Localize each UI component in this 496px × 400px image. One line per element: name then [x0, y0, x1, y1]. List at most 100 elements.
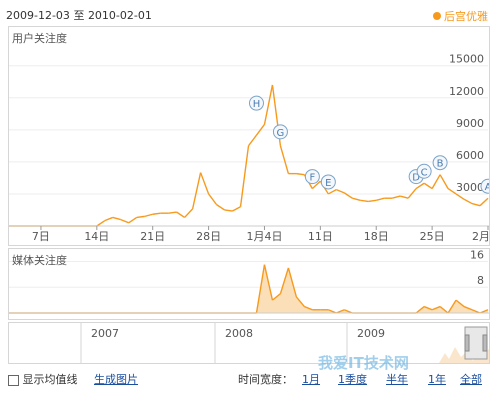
date-from: 2009-12-03	[6, 9, 70, 22]
range-1-month[interactable]: 1月	[302, 373, 320, 386]
timeline-navigator-track[interactable]: 2007 2008 2009	[9, 323, 489, 363]
x-tick-label: 21日	[140, 230, 165, 243]
annotation-marker	[304, 169, 320, 185]
time-width-label: 时间宽度：	[238, 373, 293, 386]
x-tick-label: 7日	[32, 230, 50, 243]
series-line-segment	[376, 197, 385, 202]
series-line-segment	[144, 213, 153, 218]
series-area	[9, 264, 488, 313]
avg-line-label: 显示均值线	[22, 373, 78, 386]
annotation-label: D	[412, 173, 420, 184]
series-line-segment	[392, 195, 401, 199]
series-line-segment	[415, 306, 425, 314]
avg-line-checkbox[interactable]	[8, 374, 19, 386]
x-tick-label: 25日	[420, 230, 445, 243]
y-tick-label: 3000	[456, 181, 484, 194]
y-tick-label: 6000	[456, 149, 484, 162]
series-line-segment	[128, 216, 138, 224]
series-line-segment	[176, 211, 186, 219]
series-line-segment	[296, 172, 305, 176]
annotation-label: E	[325, 178, 331, 189]
series-line-segment	[279, 267, 290, 294]
range-1-year[interactable]: 1年	[428, 373, 446, 386]
series-line-segment	[152, 212, 161, 215]
series-line-segment	[479, 309, 489, 314]
series-line-segment	[439, 306, 449, 314]
series-line-segment	[295, 296, 305, 308]
series-line-segment	[263, 264, 274, 301]
y-tick-label: 12000	[449, 85, 484, 98]
series-line-segment	[407, 188, 417, 199]
date-range: 2009-12-03 至 2010-02-01	[6, 9, 152, 22]
series-line-segment	[455, 193, 465, 200]
legend-dot-icon	[433, 12, 441, 20]
series-line-segment	[184, 208, 194, 218]
timeline-navigator[interactable]: 2007 2008 2009	[8, 322, 490, 364]
series-line-segment	[463, 198, 473, 205]
generate-image-link[interactable]: 生成图片	[94, 373, 138, 386]
series-line-segment	[336, 189, 345, 194]
series-line-segment	[247, 134, 258, 147]
avg-line-toggle[interactable]: 显示均值线	[8, 373, 78, 386]
series-line-segment	[360, 199, 369, 203]
series-line-segment	[471, 202, 481, 207]
user-attention-title: 用户关注度	[12, 32, 67, 45]
series-line-segment	[208, 193, 218, 206]
annotation-marker	[248, 95, 264, 111]
series-line-segment	[463, 305, 473, 311]
media-attention-title: 媒体关注度	[12, 254, 67, 267]
series-line-segment	[311, 180, 321, 190]
series-line-segment	[431, 174, 441, 189]
series-line-segment	[104, 216, 114, 222]
series-line-segment	[304, 305, 313, 311]
x-tick-label: 1月4日	[246, 230, 282, 243]
x-tick-label: 18日	[364, 230, 389, 243]
annotation-label: A	[485, 182, 489, 193]
nav-right-handle[interactable]	[482, 334, 488, 352]
annotation-label: B	[437, 159, 444, 170]
series-line-segment	[431, 305, 441, 311]
range-1-quarter[interactable]: 1季度	[338, 373, 367, 386]
media-attention-chart: 8 16	[9, 248, 489, 314]
media-attention-panel: 媒体关注度 8 16	[8, 248, 490, 320]
user-attention-chart: 3000 6000 9000 12000 15000 7日 14日 21日 28日 1月4日 11日…	[9, 53, 496, 243]
series-line-segment	[479, 197, 489, 207]
series-line-segment	[344, 309, 353, 314]
annotation-marker	[416, 163, 432, 179]
annotation-marker	[320, 174, 336, 190]
annotation-label: F	[309, 173, 315, 184]
legend: 后宫优雅	[433, 8, 488, 24]
nav-year-2008: 2008	[225, 327, 253, 340]
series-line-segment	[328, 189, 337, 195]
nav-left-handle[interactable]	[464, 334, 470, 352]
range-half-year[interactable]: 半年	[386, 373, 408, 386]
series-line-segment	[272, 293, 281, 301]
annotation-label: H	[253, 99, 261, 110]
x-tick-label: 11日	[308, 230, 333, 243]
series-line-segment	[255, 264, 266, 314]
y-tick-label: 15000	[449, 53, 484, 66]
series-line-segment	[96, 220, 106, 227]
range-all[interactable]: 全部	[460, 373, 482, 386]
x-tick-label: 2月	[472, 230, 489, 243]
series-line-segment	[239, 145, 250, 207]
series-line-segment	[455, 299, 465, 308]
series-line-segment	[471, 309, 481, 314]
series-line-segment	[136, 215, 145, 219]
series-line-segment	[423, 305, 433, 311]
series-line-segment	[368, 199, 377, 203]
nav-year-2009: 2009	[357, 327, 385, 340]
date-to: 2010-02-01	[87, 9, 152, 22]
series-line-segment	[447, 299, 457, 314]
series-line-segment	[328, 309, 337, 314]
series-line-segment	[279, 145, 290, 174]
series-line-segment	[336, 309, 345, 314]
series-line-segment	[439, 174, 449, 189]
y-tick-label: 9000	[456, 117, 484, 130]
watermark-logo: 我爱IT技术网	[318, 352, 409, 373]
annotation-label: C	[421, 167, 428, 178]
series-line-segment	[112, 216, 121, 221]
annotation-marker	[272, 124, 288, 140]
series-line-segment	[120, 218, 130, 224]
series-line-segment	[447, 188, 457, 195]
